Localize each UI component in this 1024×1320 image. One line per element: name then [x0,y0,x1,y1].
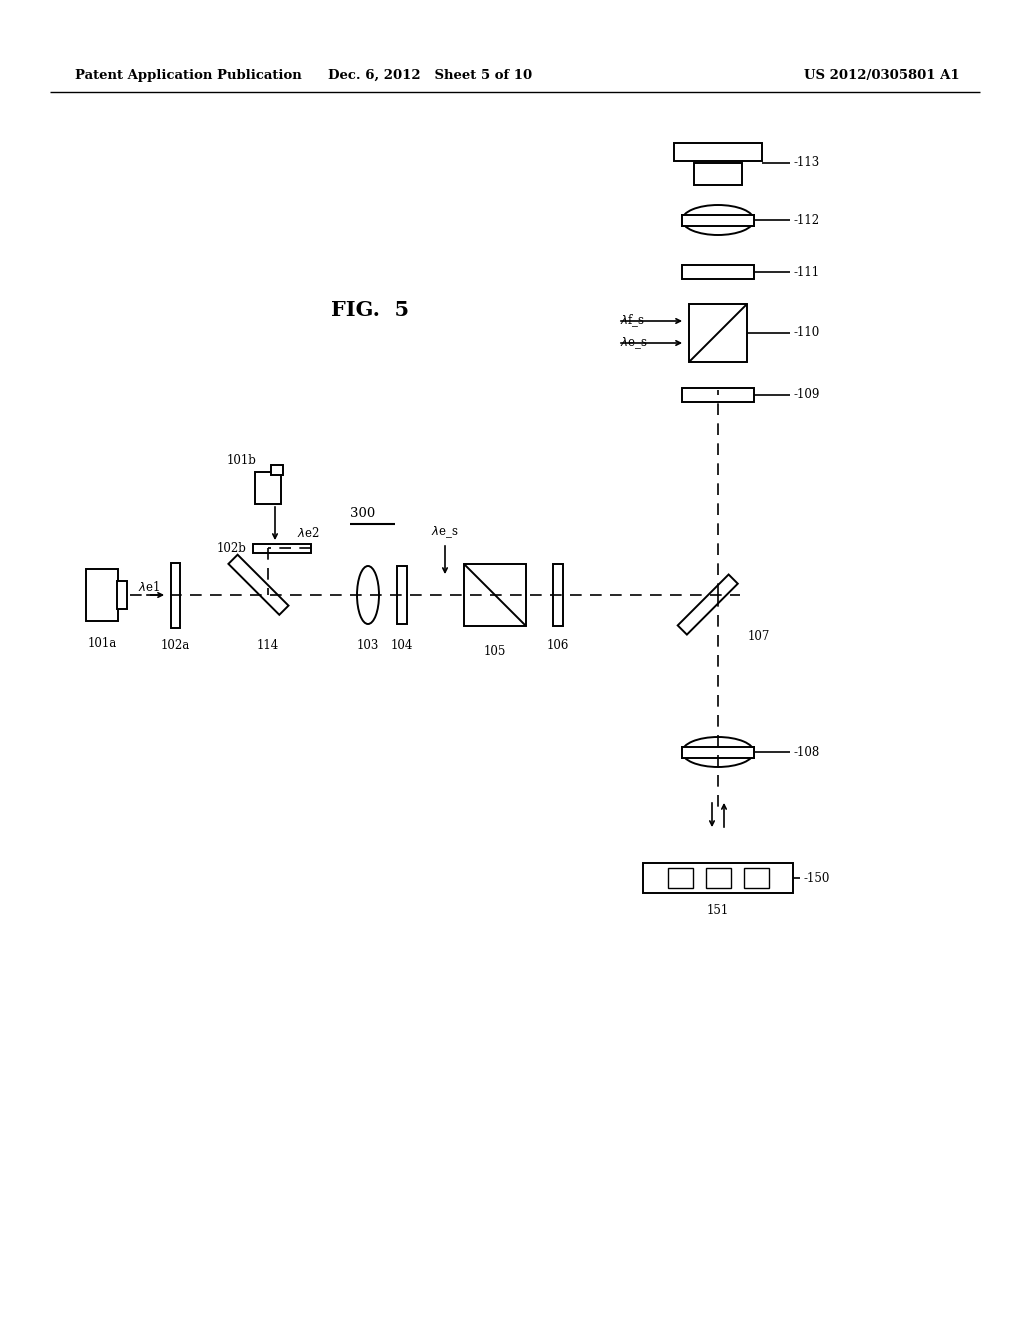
Bar [674,143,762,161]
Text: 151: 151 [707,904,729,917]
Bar [117,581,127,609]
Bar [228,554,289,615]
Bar [743,869,768,888]
Text: $\lambda$e_s: $\lambda$e_s [431,524,459,540]
Bar [253,544,311,553]
Text: 103: 103 [356,639,379,652]
Text: $\lambda$e2: $\lambda$e2 [297,525,319,540]
Bar [706,869,730,888]
Bar [271,465,283,475]
Text: -112: -112 [793,214,819,227]
Text: 105: 105 [483,645,506,657]
Bar [553,564,563,626]
Bar [171,562,179,627]
Bar [682,388,754,403]
Ellipse shape [357,566,379,624]
Bar [682,747,754,758]
Text: 300: 300 [350,507,375,520]
Bar [464,564,526,626]
Text: -108: -108 [793,746,819,759]
Text: 101b: 101b [227,454,257,466]
Text: 107: 107 [748,630,770,643]
Ellipse shape [682,737,754,767]
Text: 114: 114 [257,639,280,652]
Text: 102a: 102a [161,639,189,652]
Text: -150: -150 [803,871,829,884]
Bar [255,473,281,504]
Bar [682,265,754,279]
Text: US 2012/0305801 A1: US 2012/0305801 A1 [805,69,961,82]
Text: 104: 104 [391,639,414,652]
Bar [86,569,118,620]
Bar [694,162,742,185]
Bar [682,214,754,226]
Text: $\lambda$f_s: $\lambda$f_s [620,313,645,330]
Text: 106: 106 [547,639,569,652]
Bar [668,869,692,888]
Text: -113: -113 [793,157,819,169]
Bar [643,863,793,894]
Text: -110: -110 [793,326,819,339]
Text: -109: -109 [793,388,819,401]
Text: $\lambda$e1: $\lambda$e1 [138,579,160,594]
Bar [678,574,738,635]
Bar [682,747,754,758]
Bar [682,214,754,226]
Bar [397,566,407,624]
Text: 101a: 101a [87,638,117,649]
Text: Dec. 6, 2012   Sheet 5 of 10: Dec. 6, 2012 Sheet 5 of 10 [328,69,532,82]
Ellipse shape [682,205,754,235]
Text: -111: -111 [793,265,819,279]
Text: Patent Application Publication: Patent Application Publication [75,69,302,82]
Bar [689,304,746,362]
Text: $\lambda$e_s: $\lambda$e_s [620,335,647,351]
Text: 102b: 102b [217,541,247,554]
Text: FIG.  5: FIG. 5 [331,300,409,319]
